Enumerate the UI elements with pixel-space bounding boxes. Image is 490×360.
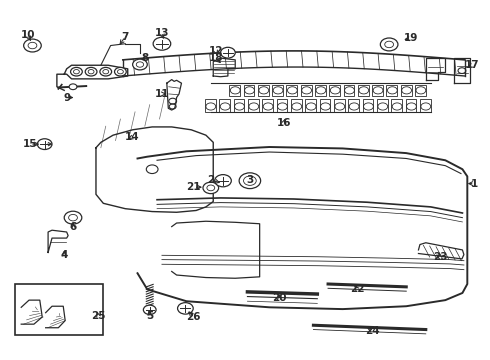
- Text: 17: 17: [465, 60, 480, 70]
- Circle shape: [115, 67, 126, 76]
- Text: 13: 13: [155, 28, 169, 38]
- Text: 20: 20: [272, 293, 287, 303]
- Circle shape: [24, 39, 41, 52]
- Text: 4: 4: [61, 250, 68, 260]
- Circle shape: [220, 47, 235, 58]
- Bar: [401, 85, 412, 96]
- Circle shape: [177, 303, 193, 314]
- Text: 9: 9: [63, 93, 70, 103]
- Text: 6: 6: [70, 222, 76, 231]
- Bar: [258, 85, 269, 96]
- Text: 7: 7: [122, 32, 129, 41]
- Text: 11: 11: [155, 89, 169, 99]
- Text: 15: 15: [23, 139, 37, 149]
- Circle shape: [85, 67, 97, 76]
- Circle shape: [64, 211, 82, 224]
- Text: 2: 2: [207, 175, 215, 185]
- Bar: [305, 99, 316, 112]
- Bar: [219, 99, 230, 112]
- Text: 22: 22: [350, 284, 365, 294]
- Bar: [229, 85, 240, 96]
- Circle shape: [37, 139, 52, 149]
- Text: 14: 14: [125, 132, 140, 142]
- Circle shape: [69, 84, 77, 90]
- Bar: [301, 85, 312, 96]
- Bar: [276, 99, 287, 112]
- Bar: [244, 85, 254, 96]
- Text: 16: 16: [277, 118, 292, 128]
- Text: 26: 26: [187, 312, 201, 322]
- Text: 12: 12: [208, 46, 223, 56]
- Text: 23: 23: [433, 252, 448, 262]
- Bar: [343, 85, 354, 96]
- Text: 18: 18: [208, 53, 223, 63]
- Text: 10: 10: [20, 30, 35, 40]
- Text: 1: 1: [471, 179, 478, 189]
- Bar: [15, 284, 103, 335]
- Circle shape: [133, 59, 147, 70]
- Bar: [334, 99, 344, 112]
- Circle shape: [215, 175, 231, 187]
- Bar: [420, 99, 431, 112]
- Bar: [287, 85, 297, 96]
- Circle shape: [153, 37, 171, 50]
- Text: 21: 21: [187, 182, 201, 192]
- Text: 24: 24: [365, 325, 379, 336]
- Bar: [391, 99, 402, 112]
- Bar: [262, 99, 273, 112]
- Bar: [248, 99, 259, 112]
- Circle shape: [71, 67, 82, 76]
- Bar: [387, 85, 397, 96]
- Bar: [363, 99, 373, 112]
- Bar: [358, 85, 368, 96]
- Text: 8: 8: [141, 53, 148, 63]
- Circle shape: [203, 182, 219, 194]
- Bar: [372, 85, 383, 96]
- Text: 5: 5: [146, 311, 153, 321]
- Bar: [406, 99, 416, 112]
- Text: 25: 25: [91, 311, 106, 321]
- Bar: [291, 99, 302, 112]
- Bar: [348, 99, 359, 112]
- Bar: [315, 85, 326, 96]
- Bar: [377, 99, 388, 112]
- Circle shape: [380, 38, 398, 51]
- Circle shape: [100, 67, 112, 76]
- Circle shape: [144, 305, 156, 315]
- Bar: [272, 85, 283, 96]
- Bar: [319, 99, 330, 112]
- Text: 3: 3: [246, 175, 253, 185]
- Bar: [415, 85, 426, 96]
- Text: 19: 19: [404, 33, 418, 43]
- Bar: [234, 99, 245, 112]
- Bar: [205, 99, 216, 112]
- Bar: [329, 85, 340, 96]
